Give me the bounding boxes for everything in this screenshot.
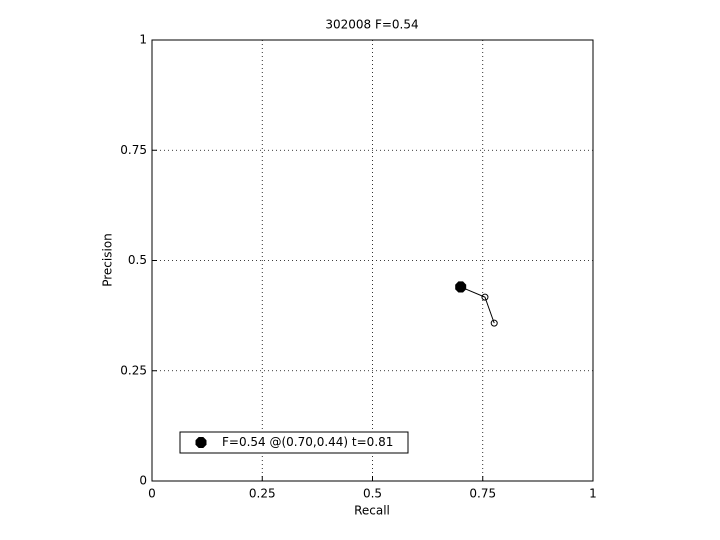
plot-frame <box>151 39 594 482</box>
x-axis-label: Recall <box>354 504 390 518</box>
x-tick-label: 0 <box>148 487 156 501</box>
point <box>490 319 498 327</box>
y-tick-label: 0.5 <box>128 253 147 267</box>
y-tick-label: 0.75 <box>120 143 147 157</box>
y-tick-label: 0.25 <box>120 363 147 377</box>
legend-box <box>179 431 409 454</box>
y-axis-label: Precision <box>101 233 115 287</box>
legend-label: F=0.54 @(0.70,0.44) t=0.81 <box>222 435 393 449</box>
x-tick-label: 0.75 <box>469 487 496 501</box>
y-tick-label: 1 <box>139 33 147 47</box>
series-line <box>460 286 495 324</box>
best-point <box>455 281 467 293</box>
legend-marker <box>195 437 207 448</box>
x-tick-label: 0.25 <box>249 487 276 501</box>
point <box>481 293 489 301</box>
x-tick-label: 0.5 <box>363 487 382 501</box>
x-tick-label: 1 <box>589 487 597 501</box>
y-tick-label: 0 <box>139 474 147 488</box>
chart-title: 302008 F=0.54 <box>325 18 418 32</box>
